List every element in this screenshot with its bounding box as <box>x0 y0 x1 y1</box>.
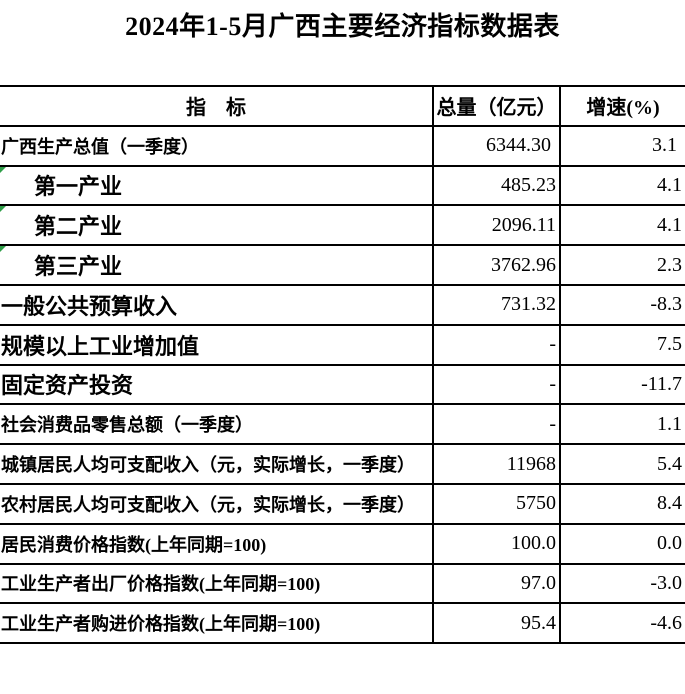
indicator-label: 固定资产投资 <box>0 363 434 406</box>
table-row: 规模以上工业增加值 - 7.5 <box>0 323 685 366</box>
table-row: 广西生产总值（一季度） 6344.30 3.1 <box>0 124 685 167</box>
indicator-label: 城镇居民人均可支配收入（元，实际增长，一季度） <box>0 443 434 485</box>
total-value: 485.23 <box>433 164 561 207</box>
table-row: 一般公共预算收入 731.32 -8.3 <box>0 283 685 326</box>
total-value: 97.0 <box>433 562 561 605</box>
growth-value: 5.4 <box>560 443 685 485</box>
indicator-label: 广西生产总值（一季度） <box>0 124 434 167</box>
total-value: 2096.11 <box>433 204 561 247</box>
growth-value: -8.3 <box>560 283 685 326</box>
growth-value: 4.1 <box>560 204 685 247</box>
indicator-label: 社会消费品零售总额（一季度） <box>0 403 434 446</box>
column-header-total: 总量（亿元） <box>433 85 561 127</box>
growth-value: 0.0 <box>560 522 685 565</box>
growth-value: 7.5 <box>560 323 685 366</box>
indicator-label: 第三产业 <box>0 244 434 286</box>
indicator-label: 第一产业 <box>0 164 434 207</box>
table-row: 社会消费品零售总额（一季度） - 1.1 <box>0 403 685 446</box>
total-value: 100.0 <box>433 522 561 565</box>
growth-value: -3.0 <box>560 562 685 605</box>
growth-value: 4.1 <box>560 164 685 207</box>
indicator-label: 规模以上工业增加值 <box>0 323 434 366</box>
table-row: 第一产业 485.23 4.1 <box>0 164 685 207</box>
growth-value: -4.6 <box>560 602 685 645</box>
indicator-label: 工业生产者购进价格指数(上年同期=100) <box>0 602 434 645</box>
growth-value: -11.7 <box>560 363 685 406</box>
page-title: 2024年1-5月广西主要经济指标数据表 <box>125 12 560 41</box>
total-value: - <box>433 403 561 446</box>
growth-value: 2.3 <box>560 244 685 286</box>
table-header-row: 指 标 总量（亿元） 增速(%) <box>0 85 685 127</box>
column-header-indicator: 指 标 <box>0 85 434 127</box>
table-row: 农村居民人均可支配收入（元，实际增长，一季度） 5750 8.4 <box>0 482 685 525</box>
total-value: 95.4 <box>433 602 561 645</box>
table-row: 第三产业 3762.96 2.3 <box>0 244 685 286</box>
indicator-label: 农村居民人均可支配收入（元，实际增长，一季度） <box>0 482 434 525</box>
total-value: - <box>433 363 561 406</box>
indicator-label: 第二产业 <box>0 204 434 247</box>
table-row: 第二产业 2096.11 4.1 <box>0 204 685 247</box>
table-row: 工业生产者购进价格指数(上年同期=100) 95.4 -4.6 <box>0 602 685 645</box>
table-row: 城镇居民人均可支配收入（元，实际增长，一季度） 11968 5.4 <box>0 443 685 485</box>
column-header-growth: 增速(%) <box>560 85 685 127</box>
indicator-label: 工业生产者出厂价格指数(上年同期=100) <box>0 562 434 605</box>
total-value: - <box>433 323 561 366</box>
error-flag-icon <box>0 247 6 253</box>
total-value: 731.32 <box>433 283 561 326</box>
growth-value: 8.4 <box>560 482 685 525</box>
indicator-label: 一般公共预算收入 <box>0 283 434 326</box>
indicators-table: 指 标 总量（亿元） 增速(%) 广西生产总值（一季度） 6344.30 3.1… <box>0 85 685 645</box>
total-value: 6344.30 <box>433 124 561 167</box>
total-value: 3762.96 <box>433 244 561 286</box>
total-value: 11968 <box>433 443 561 485</box>
growth-value: 3.1 <box>560 124 685 167</box>
indicator-label: 居民消费价格指数(上年同期=100) <box>0 522 434 565</box>
error-flag-icon <box>0 167 6 173</box>
growth-value: 1.1 <box>560 403 685 446</box>
total-value: 5750 <box>433 482 561 525</box>
table-row: 固定资产投资 - -11.7 <box>0 363 685 406</box>
table-row: 工业生产者出厂价格指数(上年同期=100) 97.0 -3.0 <box>0 562 685 605</box>
table-row: 居民消费价格指数(上年同期=100) 100.0 0.0 <box>0 522 685 565</box>
error-flag-icon <box>0 207 6 213</box>
